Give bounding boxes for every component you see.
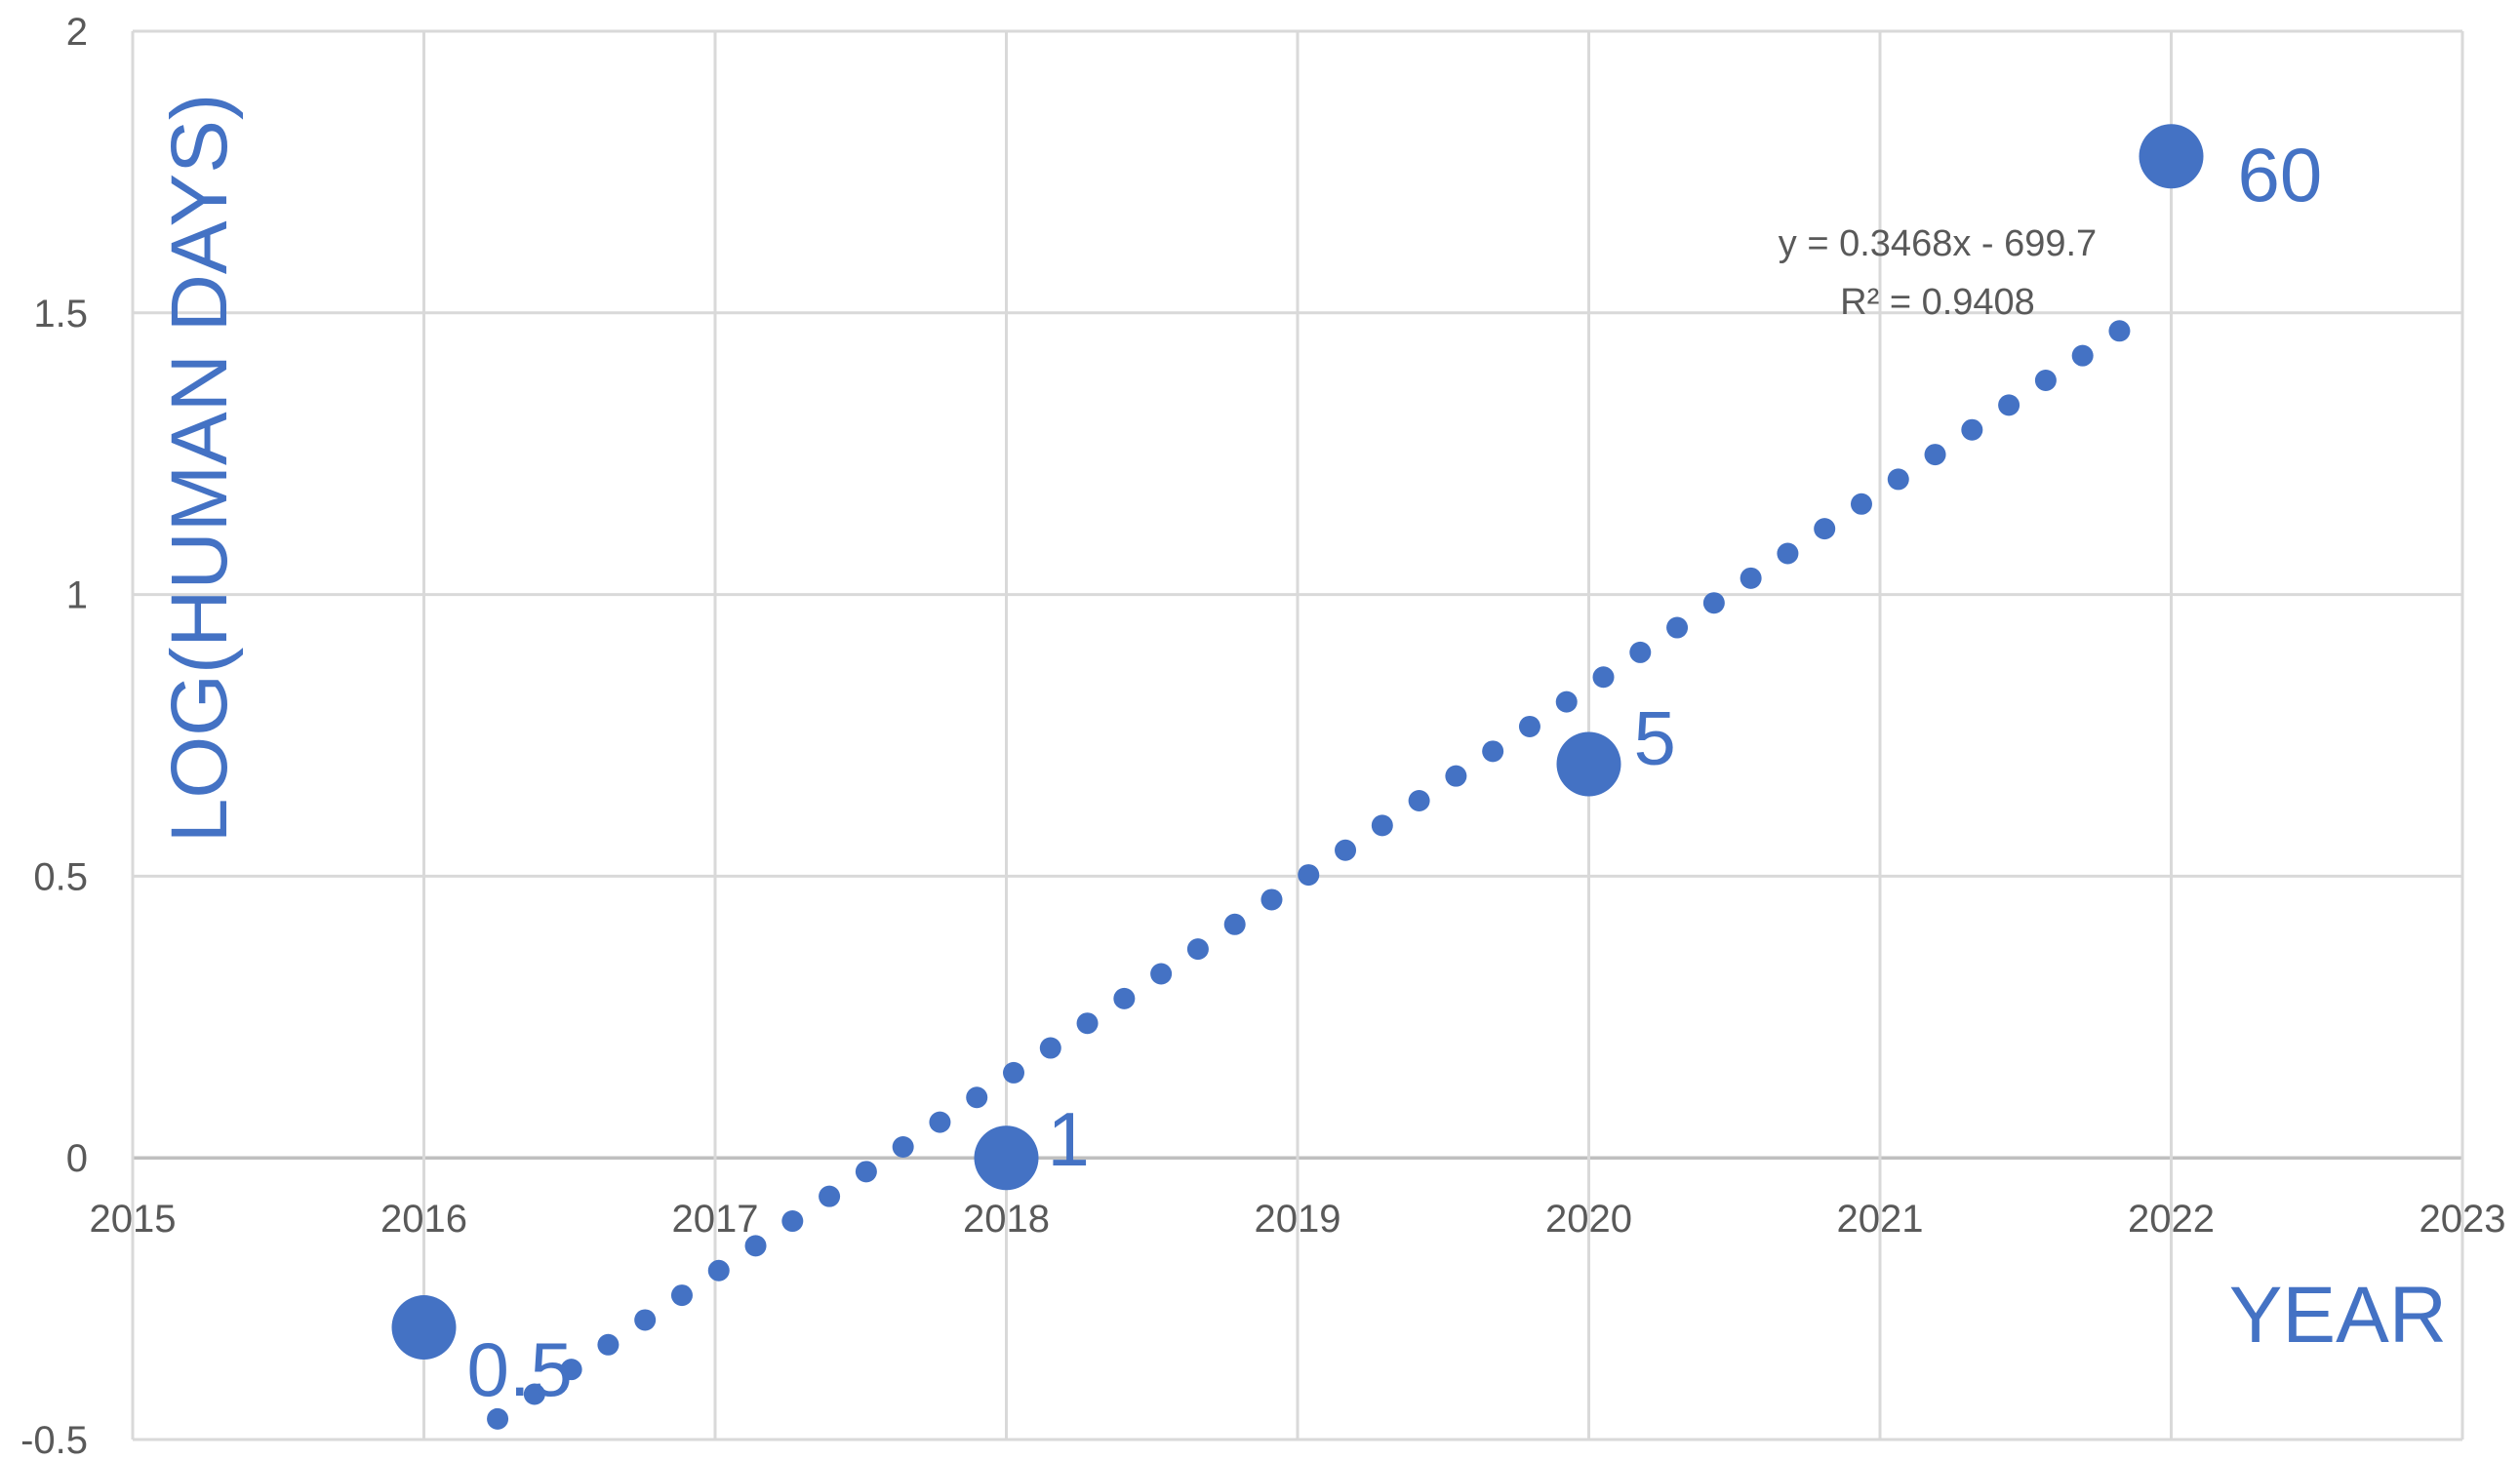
- x-tick-label: 2022: [2128, 1198, 2215, 1241]
- trendline-dot: [819, 1185, 841, 1207]
- trendline-dot: [1150, 963, 1173, 985]
- y-tick-label: 2: [66, 11, 88, 54]
- y-tick-label: 0.5: [33, 855, 88, 898]
- trendline-dot: [487, 1407, 509, 1430]
- trendline-dot: [1445, 765, 1467, 787]
- trendline-dot: [1482, 740, 1504, 763]
- trendline-dot: [1961, 418, 1983, 441]
- y-axis-title: LOG(HUMAN DAYS): [155, 94, 244, 843]
- trendline-dot: [523, 1383, 545, 1405]
- x-axis-title: YEAR: [2229, 1271, 2447, 1360]
- trendline-dot: [560, 1359, 582, 1381]
- trendline-dot: [1260, 888, 1283, 911]
- trendline-dot: [1003, 1061, 1025, 1084]
- y-tick-label: 0: [66, 1137, 88, 1180]
- trendline-dot: [1924, 444, 1946, 466]
- trendline-dot: [1629, 641, 1652, 663]
- data-point: [974, 1125, 1039, 1191]
- trendline-dot: [1814, 518, 1836, 540]
- trendline-dot: [597, 1333, 620, 1356]
- x-tick-label: 2023: [2420, 1198, 2506, 1241]
- data-point-label: 1: [1048, 1096, 1090, 1182]
- trendline-dot: [744, 1235, 767, 1257]
- trendline-dot: [1076, 1012, 1099, 1035]
- trendline-dot: [966, 1086, 988, 1109]
- data-point-label: 60: [2238, 132, 2323, 217]
- x-tick-label: 2019: [1255, 1198, 1341, 1241]
- y-tick-label: -0.5: [20, 1419, 88, 1460]
- trendline-dot: [1850, 493, 1872, 515]
- trendline-dot: [707, 1259, 730, 1282]
- x-tick-label: 2021: [1837, 1198, 1924, 1241]
- data-point-label: 5: [1634, 694, 1676, 780]
- trendline-dot: [929, 1111, 951, 1133]
- x-tick-label: 2016: [380, 1198, 467, 1241]
- y-tick-label: 1.5: [33, 293, 88, 335]
- trendline-dot: [781, 1210, 804, 1233]
- data-labels: 0.5 1 5 60: [467, 132, 2323, 1412]
- trendline-dot: [1998, 394, 2020, 416]
- trendline-dot: [1777, 542, 1799, 565]
- tick-labels: -0.5 0 0.5 1 1.5 2 2015 2016 2017 2018 2019 2020 202…: [20, 11, 2505, 1460]
- trendline-dot: [1113, 987, 1136, 1009]
- trendline: [487, 320, 2131, 1430]
- grid-lines: [131, 29, 2464, 1441]
- trendline-dot: [1335, 839, 1357, 861]
- trendline-dot: [1408, 790, 1430, 812]
- trendline-dot: [1223, 913, 1246, 935]
- x-tick-label: 2015: [90, 1198, 177, 1241]
- trendline-dot: [1555, 691, 1578, 713]
- trendline-dot: [1592, 666, 1615, 689]
- x-tick-label: 2020: [1545, 1198, 1632, 1241]
- data-point-label: 0.5: [467, 1326, 573, 1412]
- x-tick-label: 2017: [672, 1198, 759, 1241]
- trendline-dot: [2108, 320, 2131, 342]
- trendline-dot: [1666, 616, 1689, 639]
- trendline-dot: [2071, 344, 2094, 367]
- data-point: [1556, 731, 1621, 797]
- trendline-dot: [1371, 814, 1393, 837]
- trendline-dot: [855, 1161, 877, 1183]
- trendline-dot: [670, 1284, 693, 1307]
- trendline-dot: [1740, 567, 1762, 589]
- trendline-dot: [1039, 1037, 1061, 1059]
- trendline-dot: [2034, 370, 2057, 392]
- x-tick-label: 2018: [963, 1198, 1050, 1241]
- data-points: [391, 124, 2204, 1361]
- trendline-dot: [1702, 592, 1725, 614]
- data-point: [391, 1295, 457, 1361]
- trendline-equation: y = 0.3468x - 699.7: [1779, 223, 2097, 264]
- trendline-dot: [1887, 468, 1909, 491]
- trendline-dot: [1186, 938, 1209, 961]
- trendline-dot: [892, 1135, 914, 1158]
- trendline-dot: [634, 1309, 657, 1331]
- y-tick-label: 1: [66, 574, 88, 617]
- data-point: [2139, 124, 2204, 189]
- trendline-dot: [1518, 715, 1540, 737]
- trendline-dot: [1298, 864, 1320, 887]
- trendline-r-squared: R² = 0.9408: [1840, 282, 2035, 323]
